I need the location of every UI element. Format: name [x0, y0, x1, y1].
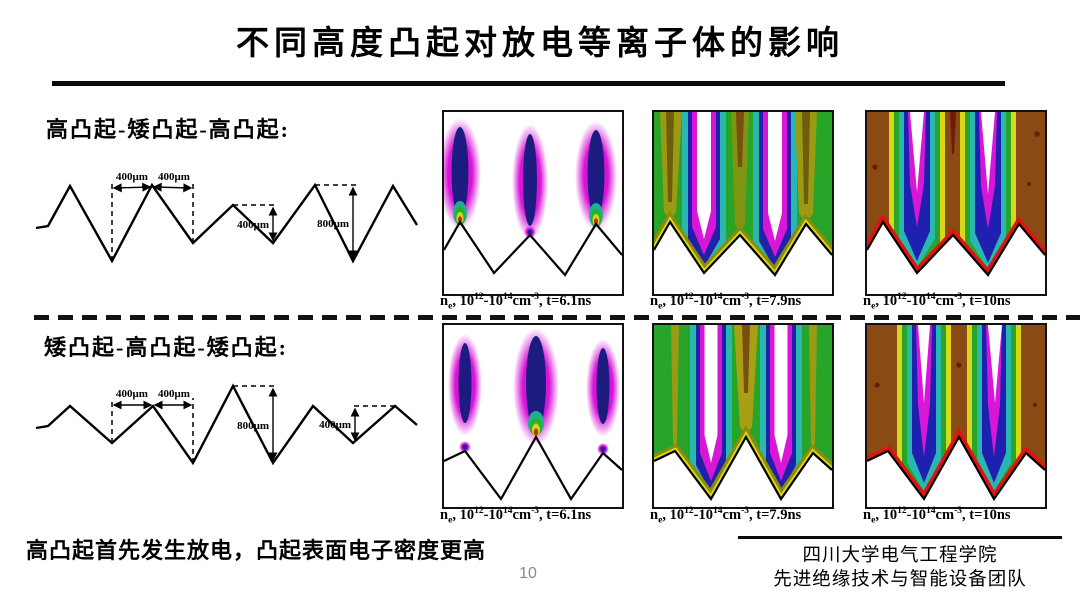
dim-label: 400μm — [237, 219, 269, 231]
dim-label: 400μm — [116, 388, 148, 400]
row2-label: 矮凸起-高凸起-矮凸起: — [44, 335, 288, 360]
plot-caption: ne, 1012-1014cm-3, t=7.9ns — [650, 505, 802, 526]
plasma-plot-row1-t7-9ns — [652, 110, 834, 296]
plasma-plot-row2-t7-9ns — [652, 323, 834, 509]
dim-label: 800μm — [237, 420, 269, 432]
plasma-plot-row1-t6-1ns — [442, 110, 624, 296]
plot-caption: ne, 1012-1014cm-3, t=6.1ns — [440, 291, 592, 312]
row-separator-dashed-line — [34, 315, 1080, 320]
plot-caption: ne, 1012-1014cm-3, t=10ns — [863, 291, 1011, 312]
plasma-plot-row2-t10ns — [865, 323, 1047, 509]
dim-label: 400μm — [158, 171, 190, 183]
title-underline — [52, 81, 1005, 86]
row1-surface-profile-diagram: 400μm 400μm 400μm 800μm — [35, 171, 419, 264]
page-number: 10 — [519, 565, 537, 582]
dim-label: 400μm — [319, 419, 351, 431]
conclusion-text: 高凸起首先发生放电，凸起表面电子密度更高 — [26, 538, 487, 563]
plot-caption: ne, 1012-1014cm-3, t=10ns — [863, 505, 1011, 526]
page-title: 不同高度凸起对放电等离子体的影响 — [236, 26, 844, 62]
dim-label: 400μm — [116, 171, 148, 183]
footer-affiliation-line2: 先进绝缘技术与智能设备团队 — [773, 570, 1027, 590]
plasma-plot-row2-t6-1ns — [442, 323, 624, 509]
plot-caption: ne, 1012-1014cm-3, t=7.9ns — [650, 291, 802, 312]
row1-label: 高凸起-矮凸起-高凸起: — [46, 117, 290, 142]
row2-surface-profile-diagram: 400μm 400μm 800μm 400μm — [35, 383, 418, 466]
plot-caption: ne, 1012-1014cm-3, t=6.1ns — [440, 505, 592, 526]
dim-label: 800μm — [317, 218, 349, 230]
dim-label: 400μm — [158, 388, 190, 400]
plasma-plot-row1-t10ns — [865, 110, 1047, 296]
footer-rule — [738, 536, 1062, 539]
footer-affiliation-line1: 四川大学电气工程学院 — [802, 546, 998, 566]
